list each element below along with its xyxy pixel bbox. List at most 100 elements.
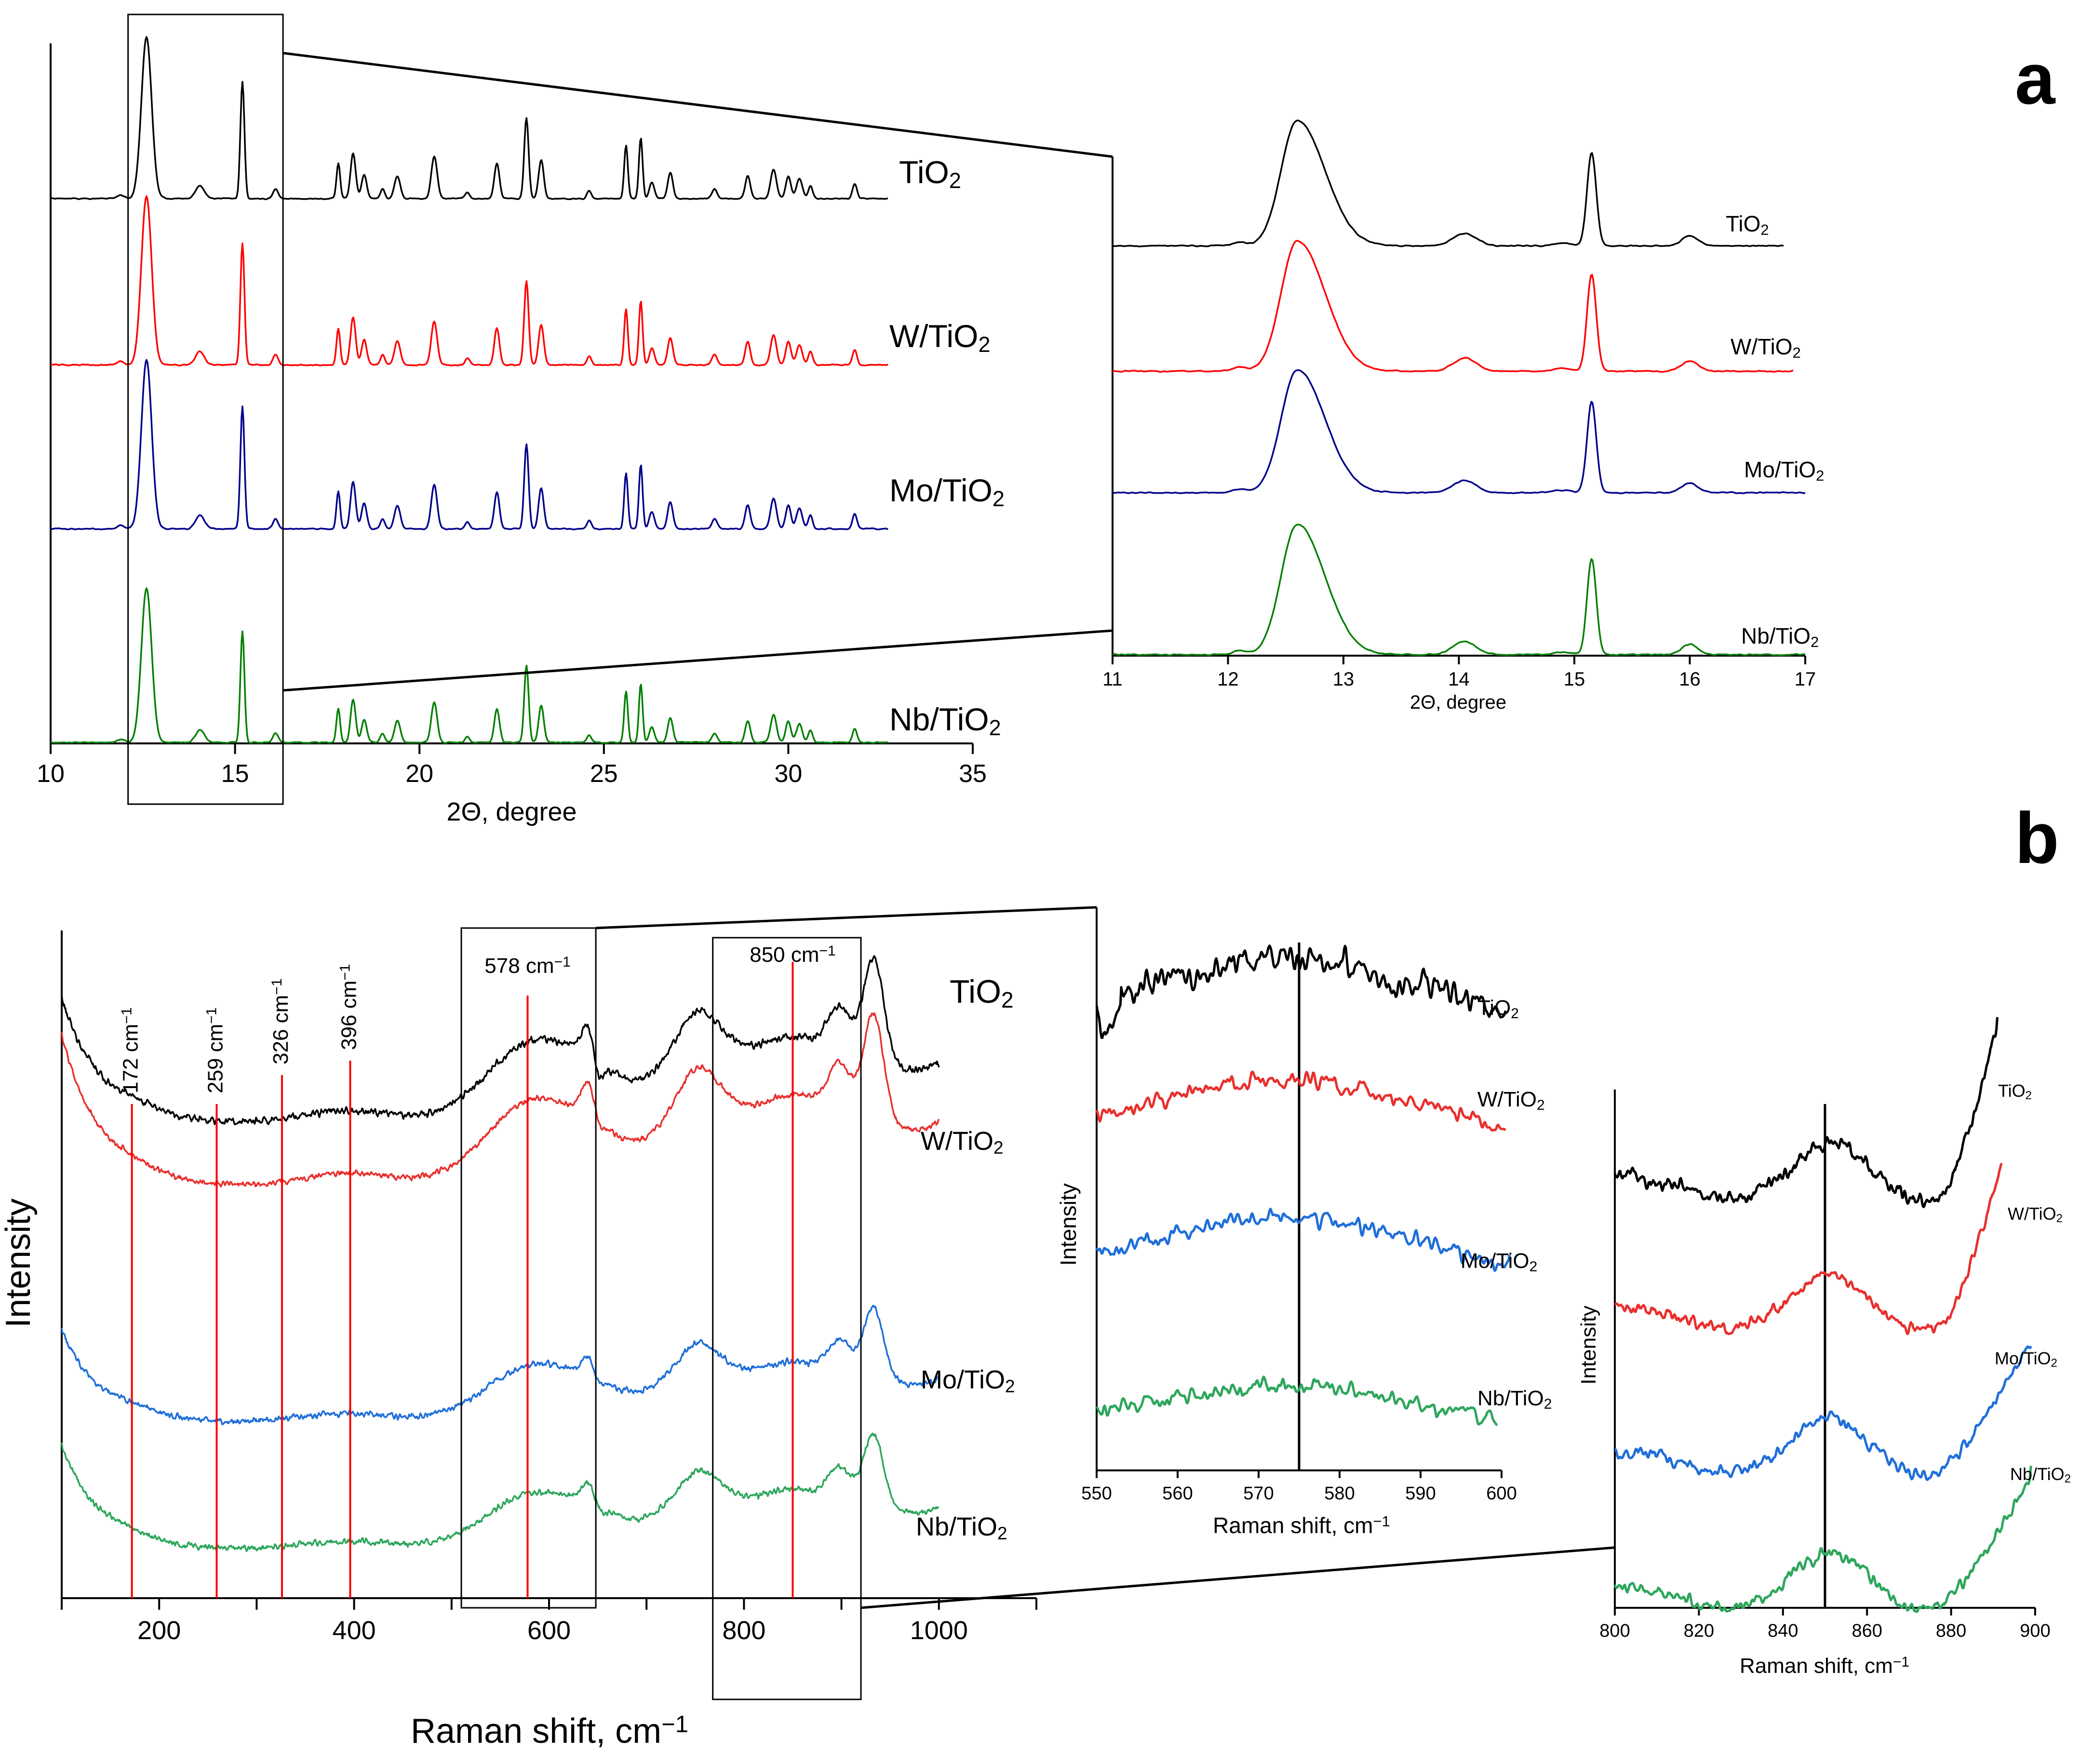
raman-inset1-legend-mo-tio2-main: Mo/TiO [1461, 1249, 1530, 1273]
raman-inset2-legend-w-tio2-subscript: 2 [2056, 1212, 2063, 1225]
xrd-inset-legend-tio2: TiO2 [1726, 211, 1769, 238]
raman-marker-label-578-superscript: −1 [554, 954, 571, 970]
raman-marker-label-850-main: 850 cm [750, 943, 819, 967]
xrd-main-legend-mo-tio2-subscript: 2 [993, 486, 1005, 511]
raman-inset2-x-tick-label: 800 [1599, 1621, 1630, 1641]
xrd-main-series-mo-tio2 [50, 359, 888, 530]
raman-inset2-x-tick-label: 840 [1768, 1621, 1798, 1641]
raman-main-legend-tio2-subscript: 2 [1001, 987, 1014, 1012]
raman-inset2-x-tick-label: 900 [2020, 1621, 2050, 1641]
raman-inset2-legend-mo-tio2: Mo/TiO2 [1995, 1348, 2057, 1370]
panel-label-a: a [2015, 38, 2056, 119]
raman-inset2-legend-w-tio2: W/TiO2 [2008, 1204, 2063, 1225]
raman-inset1-x-axis-label: Raman shift, cm−1 [1213, 1513, 1390, 1538]
raman-marker-label-578-main: 578 cm [484, 954, 554, 978]
xrd-main-legend-tio2-main: TiO [899, 154, 949, 190]
raman-inset2-x-tick-label: 820 [1684, 1621, 1714, 1641]
xrd-zoom-connector-top [282, 52, 1113, 158]
xrd-inset-x-tick-label: 15 [1564, 669, 1585, 690]
raman-marker-label-172-superscript: −1 [119, 1007, 134, 1023]
xrd-main-series-tio2 [51, 36, 888, 201]
raman-marker-label-326-superscript: −1 [268, 978, 284, 995]
raman-marker-label-326: 326 cm−1 [268, 978, 293, 1064]
raman-inset2-x-axis-label-superscript: −1 [1893, 1654, 1909, 1670]
xrd-main-legend-w-tio2-subscript: 2 [979, 332, 991, 357]
raman-main-legend-tio2: TiO2 [950, 973, 1014, 1012]
raman-inset1-legend-mo-tio2-subscript: 2 [1530, 1259, 1538, 1275]
xrd-main-x-tick-label: 25 [590, 760, 618, 788]
raman-inset2-series-tio2 [1613, 1017, 1999, 1208]
raman-inset2-legend-tio2: TiO2 [1998, 1081, 2032, 1102]
raman-inset1-legend-nb-tio2-main: Nb/TiO [1477, 1387, 1544, 1410]
raman-inset1-legend-tio2-subscript: 2 [1511, 1006, 1519, 1022]
raman-inset1-series-tio2 [1095, 944, 1507, 1039]
raman-inset2-series-nb-tio2 [1613, 1466, 2032, 1613]
raman-inset1-legend-tio2-main: TiO [1477, 996, 1511, 1020]
xrd-main-series-w-tio2 [50, 195, 889, 367]
raman-marker-label-172-main: 172 cm [119, 1024, 143, 1093]
raman-inset2-x-tick-label: 860 [1852, 1621, 1882, 1641]
raman-main-legend-w-tio2-main: W/TiO [921, 1127, 993, 1156]
raman-main-legend-nb-tio2-main: Nb/TiO [916, 1512, 997, 1541]
raman-inset1-series-w-tio2 [1095, 1070, 1506, 1132]
raman-inset2-legend-mo-tio2-subscript: 2 [2051, 1357, 2057, 1370]
raman-inset2-x-axis-label: Raman shift, cm−1 [1740, 1654, 1909, 1678]
raman-marker-label-326-main: 326 cm [269, 995, 293, 1064]
raman-inset1-x-tick-label: 550 [1081, 1483, 1112, 1504]
raman-inset2-series-w-tio2 [1614, 1162, 2003, 1335]
xrd-main-legend-mo-tio2: Mo/TiO2 [889, 472, 1005, 511]
xrd-inset-series-nb-tio2 [1112, 524, 1806, 657]
raman-main-x-axis-label: Raman shift, cm−1 [411, 1711, 688, 1751]
raman-main-series-mo-tio2 [61, 1305, 940, 1426]
xrd-inset-legend-w-tio2: W/TiO2 [1731, 334, 1801, 361]
xrd-main-legend-w-tio2-main: W/TiO [889, 318, 979, 354]
raman-inset2-x-tick-label: 880 [1936, 1621, 1966, 1641]
raman-inset1-legend-w-tio2-subscript: 2 [1537, 1097, 1545, 1113]
raman-inset1-series-nb-tio2 [1095, 1375, 1498, 1426]
xrd-inset-legend-tio2-subscript: 2 [1760, 221, 1769, 238]
xrd-zoom-connector-bottom [282, 629, 1113, 692]
raman-marker-label-850: 850 cm−1 [750, 943, 836, 967]
raman-marker-label-850-superscript: −1 [819, 943, 836, 959]
xrd-main-x-tick-label: 20 [405, 760, 433, 788]
raman-inset1-legend-tio2: TiO2 [1477, 996, 1519, 1022]
xrd-main-x-tick-label: 10 [37, 760, 65, 788]
raman-inset1-x-tick-label: 570 [1243, 1483, 1274, 1504]
raman-inset1-x-tick-label: 590 [1405, 1483, 1436, 1504]
raman-inset2-legend-nb-tio2-subscript: 2 [2065, 1472, 2071, 1485]
raman-marker-label-259-main: 259 cm [203, 1024, 227, 1093]
raman-inset1-legend-nb-tio2: Nb/TiO2 [1477, 1387, 1552, 1412]
raman-zoom-box-1 [460, 927, 597, 1609]
xrd-main-legend-tio2-subscript: 2 [949, 168, 961, 193]
raman-inset1-legend-w-tio2-main: W/TiO [1477, 1088, 1537, 1111]
xrd-main-x-tick-label: 35 [959, 760, 987, 788]
raman-marker-label-172: 172 cm−1 [119, 1007, 143, 1093]
xrd-inset-legend-mo-tio2-main: Mo/TiO [1744, 457, 1816, 482]
raman-main-x-axis-label-main: Raman shift, cm [411, 1712, 661, 1751]
raman-inset2-x-axis-label-main: Raman shift, cm [1740, 1654, 1893, 1678]
raman-inset2-legend-nb-tio2: Nb/TiO2 [2010, 1464, 2071, 1485]
xrd-main-legend-mo-tio2-main: Mo/TiO [889, 472, 993, 508]
raman-inset1-legend-mo-tio2: Mo/TiO2 [1461, 1249, 1537, 1275]
raman-main-legend-tio2-main: TiO [950, 973, 1001, 1010]
raman-main-legend-nb-tio2-subscript: 2 [997, 1523, 1007, 1543]
raman-marker-label-396-main: 396 cm [337, 981, 361, 1050]
raman-inset2-legend-tio2-main: TiO [1998, 1081, 2026, 1101]
xrd-inset-x-axis-label: 2Θ, degree [1410, 692, 1506, 713]
xrd-inset-legend-tio2-main: TiO [1726, 211, 1760, 236]
raman-inset1-x-tick-label: 560 [1162, 1483, 1193, 1504]
xrd-inset-legend-nb-tio2: Nb/TiO2 [1741, 623, 1819, 650]
raman-inset1-x-axis-label-main: Raman shift, cm [1213, 1513, 1373, 1538]
raman-main-legend-mo-tio2-main: Mo/TiO [921, 1365, 1005, 1394]
raman-main-legend-mo-tio2-subscript: 2 [1005, 1376, 1015, 1396]
xrd-inset-legend-mo-tio2-subscript: 2 [1816, 467, 1824, 484]
raman-main-x-tick-label: 600 [527, 1616, 571, 1645]
raman-inset1-legend-w-tio2: W/TiO2 [1477, 1088, 1545, 1113]
raman-main-y-axis-label: Intensity [0, 1198, 38, 1328]
raman-marker-label-578: 578 cm−1 [484, 954, 571, 978]
raman-marker-label-396: 396 cm−1 [337, 964, 361, 1050]
raman-inset2-legend-mo-tio2-main: Mo/TiO [1995, 1348, 2051, 1368]
xrd-inset-legend-mo-tio2: Mo/TiO2 [1744, 457, 1824, 484]
xrd-inset-x-tick-label: 16 [1679, 669, 1701, 690]
